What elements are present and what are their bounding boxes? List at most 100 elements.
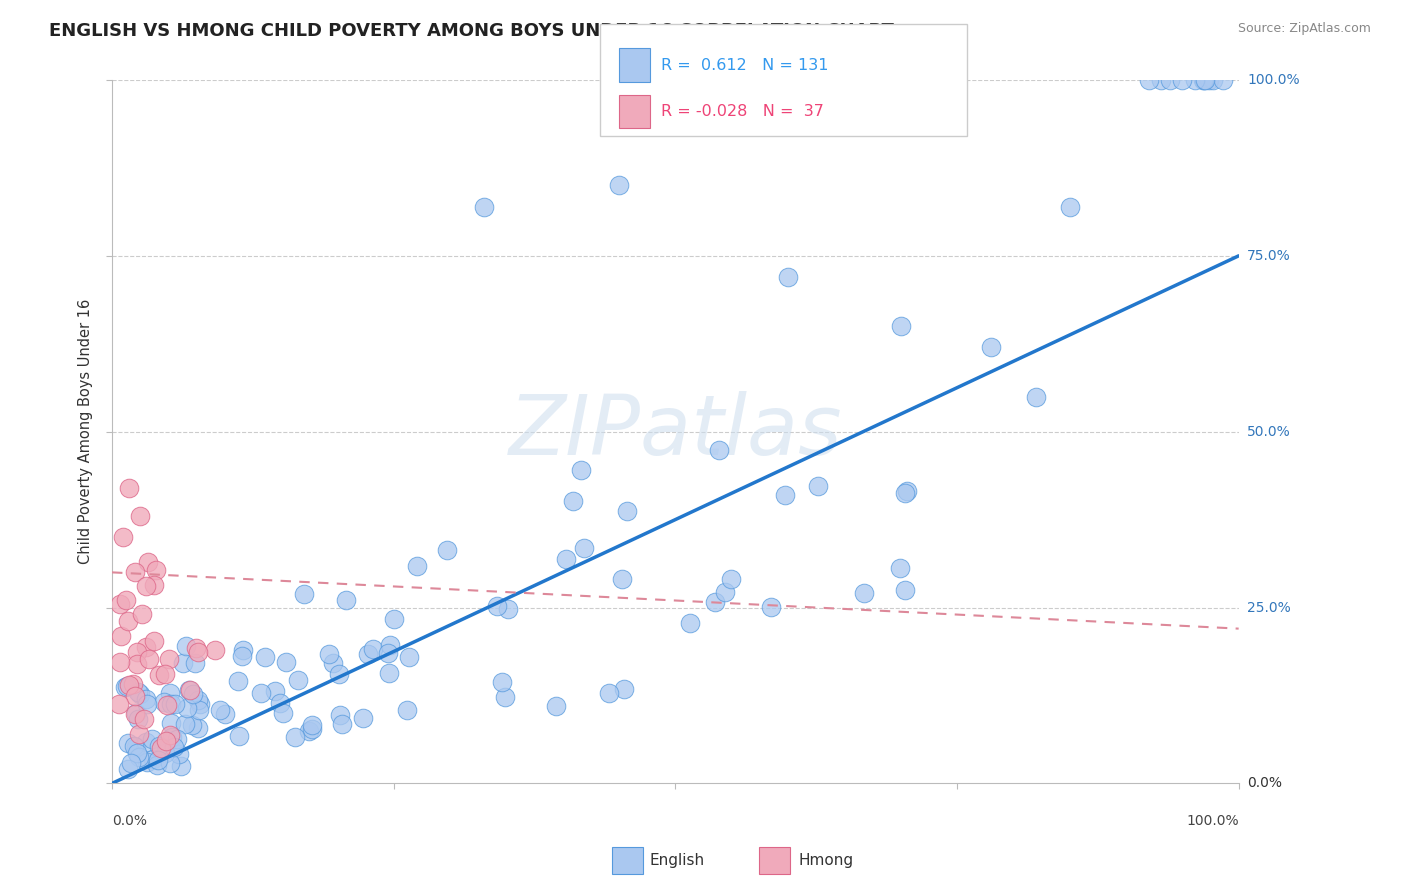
Point — [176, 700, 198, 714]
Text: 50.0%: 50.0% — [1247, 425, 1291, 439]
Point — [598, 686, 620, 700]
Point — [250, 686, 273, 700]
Point — [1025, 390, 1047, 404]
Point — [124, 566, 146, 580]
Point — [149, 741, 172, 756]
Point — [187, 645, 209, 659]
Point — [159, 716, 181, 731]
Point — [146, 752, 169, 766]
Point — [613, 681, 636, 696]
Point — [138, 555, 160, 569]
Point — [187, 721, 209, 735]
Point — [127, 712, 149, 726]
Point — [135, 579, 157, 593]
Point — [172, 656, 194, 670]
Point — [148, 739, 170, 753]
Point — [1198, 73, 1220, 87]
Text: 75.0%: 75.0% — [1247, 249, 1291, 263]
Point — [136, 697, 159, 711]
Text: Source: ZipAtlas.com: Source: ZipAtlas.com — [1237, 22, 1371, 36]
Point — [153, 695, 176, 709]
Point — [759, 599, 782, 614]
Point — [378, 638, 401, 652]
Point — [124, 706, 146, 721]
Point — [231, 649, 253, 664]
Point — [112, 530, 135, 544]
Text: 0.0%: 0.0% — [112, 814, 148, 828]
Point — [127, 684, 149, 698]
Point — [118, 678, 141, 692]
Point — [1137, 73, 1160, 87]
Point — [180, 718, 202, 732]
Point — [395, 703, 418, 717]
Point — [155, 733, 177, 747]
Point — [544, 698, 567, 713]
Text: R =  0.612   N = 131: R = 0.612 N = 131 — [661, 58, 828, 72]
Point — [115, 679, 138, 693]
Point — [1184, 73, 1206, 87]
Point — [153, 746, 176, 760]
Point — [143, 634, 166, 648]
Point — [773, 488, 796, 502]
Point — [115, 593, 138, 607]
Point — [896, 483, 918, 498]
Point — [184, 656, 207, 670]
Point — [135, 692, 157, 706]
Point — [165, 697, 187, 711]
Point — [128, 727, 150, 741]
Point — [155, 698, 177, 712]
Point — [174, 639, 197, 653]
Point — [187, 693, 209, 707]
Point — [124, 740, 146, 755]
Point — [188, 703, 211, 717]
Point — [135, 640, 157, 654]
Text: English: English — [650, 854, 704, 868]
Point — [357, 647, 380, 661]
Point — [124, 739, 146, 754]
Point — [486, 599, 509, 613]
Point — [398, 649, 420, 664]
Point — [1192, 73, 1215, 87]
Text: 100.0%: 100.0% — [1187, 814, 1239, 828]
Point — [129, 509, 152, 524]
Text: ENGLISH VS HMONG CHILD POVERTY AMONG BOYS UNDER 16 CORRELATION CHART: ENGLISH VS HMONG CHILD POVERTY AMONG BOY… — [49, 22, 894, 40]
Text: R = -0.028   N =  37: R = -0.028 N = 37 — [661, 104, 824, 119]
Point — [124, 706, 146, 721]
Text: 100.0%: 100.0% — [1247, 73, 1299, 87]
Point — [1171, 73, 1194, 87]
Point — [707, 442, 730, 457]
Point — [174, 716, 197, 731]
Point — [287, 673, 309, 688]
Point — [703, 594, 725, 608]
Point — [1194, 73, 1216, 87]
Point — [377, 646, 399, 660]
Point — [555, 551, 578, 566]
Point — [491, 675, 513, 690]
Point — [153, 667, 176, 681]
Point — [134, 712, 156, 726]
Point — [170, 759, 193, 773]
Point — [1212, 73, 1234, 87]
Point — [1059, 200, 1081, 214]
Text: Hmong: Hmong — [799, 854, 853, 868]
Point — [145, 564, 167, 578]
Point — [228, 674, 250, 689]
Text: 0.0%: 0.0% — [1247, 776, 1282, 790]
Point — [163, 740, 186, 755]
Point — [980, 340, 1002, 354]
Text: 25.0%: 25.0% — [1247, 600, 1291, 615]
Point — [1150, 73, 1173, 87]
Point — [186, 641, 208, 656]
Point — [329, 707, 352, 722]
Point — [160, 730, 183, 744]
Point — [142, 578, 165, 592]
Point — [720, 572, 742, 586]
Point — [131, 607, 153, 621]
Point — [228, 729, 250, 743]
Point — [298, 724, 321, 739]
Point — [607, 178, 630, 193]
Point — [110, 655, 132, 669]
Point — [129, 687, 152, 701]
Point — [121, 676, 143, 690]
Point — [352, 711, 374, 725]
